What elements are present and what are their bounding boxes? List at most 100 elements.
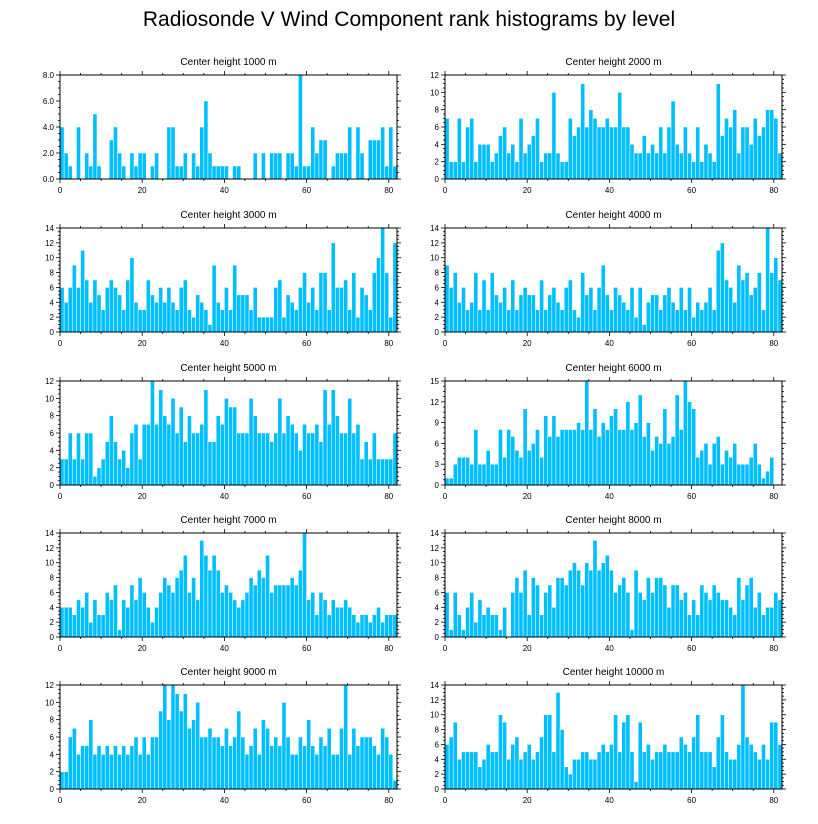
bar (600, 562, 606, 638)
bar (150, 165, 155, 180)
bar (761, 477, 766, 486)
bar (748, 144, 754, 180)
bar (335, 607, 340, 638)
bar (244, 294, 250, 333)
bar (257, 754, 262, 790)
bar (650, 294, 655, 333)
bar (273, 287, 279, 333)
bar (757, 272, 762, 333)
bar (261, 316, 266, 333)
bar (494, 463, 499, 486)
bar (555, 302, 561, 333)
bar (535, 118, 540, 180)
bar (318, 592, 324, 638)
bar (191, 577, 196, 638)
bar (80, 745, 85, 790)
bar (654, 152, 659, 180)
y-tick-label: 4 (50, 446, 55, 455)
bar (318, 441, 324, 486)
y-tick-label: 8 (50, 269, 55, 278)
x-tick-label: 0 (443, 492, 448, 501)
bar (372, 272, 377, 333)
bar (211, 264, 217, 333)
bar (125, 279, 131, 333)
bar (605, 555, 610, 638)
bar (695, 126, 701, 180)
y-tick-label: 2 (435, 770, 440, 779)
bar (736, 463, 742, 486)
bar (236, 710, 242, 790)
bar (269, 592, 274, 638)
bar (572, 429, 577, 486)
bar (683, 126, 688, 180)
y-tick-label: 2 (435, 158, 440, 167)
bar (376, 139, 381, 180)
bar (113, 287, 118, 333)
bar (158, 592, 163, 638)
bar (588, 759, 594, 790)
bar (207, 569, 213, 638)
bar (674, 584, 680, 638)
bar (314, 614, 320, 638)
y-tick-label: 8 (50, 716, 55, 725)
bar (473, 429, 479, 486)
bar (109, 415, 114, 486)
bar (465, 126, 470, 180)
bar (183, 555, 188, 638)
bar (117, 152, 122, 180)
bar (728, 287, 733, 333)
bar (502, 457, 507, 486)
bar (63, 607, 69, 638)
bar (633, 422, 639, 486)
bar (477, 144, 483, 180)
bar (666, 751, 672, 790)
bar (154, 152, 159, 180)
bar (650, 144, 655, 180)
histogram-panel-6: Center height 6000 m 0 3 6 9 12 15 0 20 40 60 80 (430, 363, 786, 501)
bar (600, 744, 606, 790)
bar (224, 398, 229, 486)
bar (613, 126, 618, 180)
bar (452, 592, 458, 638)
bar (448, 629, 454, 638)
bar (96, 745, 102, 790)
bar (289, 302, 295, 333)
bar (502, 287, 507, 333)
bar (244, 432, 250, 486)
bar (752, 287, 758, 333)
bar (531, 759, 536, 790)
x-tick-label: 60 (302, 492, 311, 501)
bar (769, 109, 775, 180)
bar (359, 152, 365, 180)
bar (372, 139, 377, 180)
bar (129, 584, 135, 638)
bar (769, 721, 775, 790)
bar (522, 408, 528, 486)
bar (658, 126, 664, 180)
bar (174, 693, 180, 790)
bar (232, 736, 237, 790)
bar (547, 152, 553, 180)
bar (76, 287, 81, 333)
bar (384, 458, 390, 486)
bar (539, 161, 544, 180)
bar (121, 309, 127, 333)
bar (80, 250, 85, 333)
bar (494, 751, 499, 790)
bar (351, 728, 357, 790)
bar (625, 401, 631, 486)
bar (384, 614, 390, 638)
bar (326, 309, 332, 333)
bar (563, 287, 569, 333)
bar (555, 152, 561, 180)
bar (674, 394, 680, 486)
x-tick-label: 80 (769, 492, 778, 501)
bar (211, 555, 217, 638)
bar (137, 309, 143, 333)
bar (380, 227, 385, 333)
bar (707, 287, 713, 333)
bar (457, 614, 462, 638)
bar (150, 736, 155, 790)
bar (555, 577, 561, 638)
bar (736, 152, 742, 180)
